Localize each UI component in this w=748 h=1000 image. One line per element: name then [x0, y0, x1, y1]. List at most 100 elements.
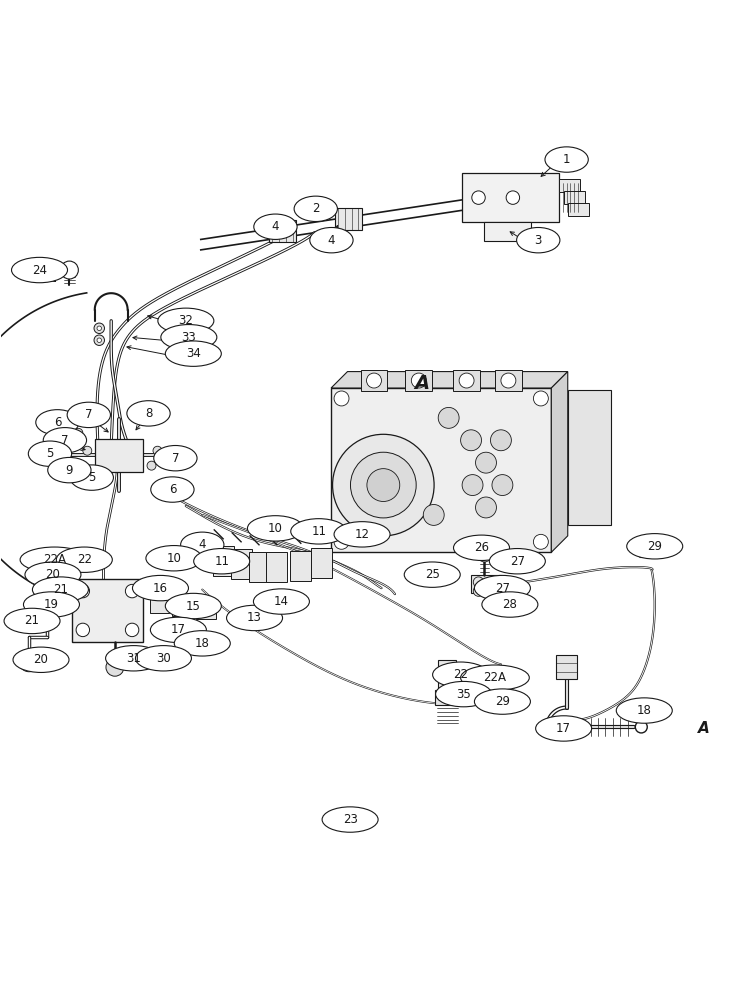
Ellipse shape — [517, 227, 560, 253]
Text: 35: 35 — [456, 688, 471, 701]
FancyBboxPatch shape — [495, 370, 522, 391]
Circle shape — [334, 391, 349, 406]
Text: 7: 7 — [171, 452, 180, 465]
Ellipse shape — [43, 428, 87, 453]
FancyBboxPatch shape — [453, 370, 480, 391]
Text: 5: 5 — [88, 471, 96, 484]
Circle shape — [473, 586, 484, 596]
Ellipse shape — [180, 532, 224, 557]
Polygon shape — [331, 372, 568, 388]
Text: 10: 10 — [167, 552, 181, 565]
Circle shape — [74, 428, 83, 437]
Circle shape — [635, 721, 647, 733]
Ellipse shape — [227, 605, 283, 631]
Ellipse shape — [4, 608, 60, 634]
FancyBboxPatch shape — [335, 208, 362, 230]
Text: 7: 7 — [85, 408, 93, 421]
Ellipse shape — [194, 549, 250, 574]
FancyBboxPatch shape — [462, 173, 560, 222]
Circle shape — [126, 584, 139, 598]
Text: 18: 18 — [194, 637, 209, 650]
Circle shape — [476, 452, 497, 473]
Ellipse shape — [146, 546, 202, 571]
Circle shape — [501, 373, 516, 388]
FancyBboxPatch shape — [435, 690, 459, 705]
Text: 6: 6 — [54, 416, 61, 429]
Text: 5: 5 — [46, 447, 54, 460]
Circle shape — [334, 534, 349, 549]
Circle shape — [491, 430, 512, 451]
Text: 22: 22 — [77, 553, 92, 566]
Ellipse shape — [11, 257, 67, 283]
Ellipse shape — [461, 665, 530, 690]
FancyBboxPatch shape — [361, 370, 387, 391]
Circle shape — [533, 391, 548, 406]
Circle shape — [106, 658, 124, 676]
Text: 22A: 22A — [483, 671, 506, 684]
Text: 22A: 22A — [43, 553, 66, 566]
FancyBboxPatch shape — [212, 546, 233, 576]
FancyBboxPatch shape — [230, 549, 251, 579]
Text: 3: 3 — [535, 234, 542, 247]
Text: A: A — [698, 721, 710, 736]
Text: 8: 8 — [145, 407, 152, 420]
Circle shape — [438, 407, 459, 428]
Ellipse shape — [174, 631, 230, 656]
Text: 27: 27 — [495, 582, 510, 595]
Text: 16: 16 — [153, 582, 168, 595]
Circle shape — [76, 584, 90, 598]
Circle shape — [147, 461, 156, 470]
Text: 22: 22 — [453, 668, 468, 681]
FancyBboxPatch shape — [560, 179, 580, 192]
Ellipse shape — [489, 549, 545, 574]
Circle shape — [97, 326, 102, 331]
Circle shape — [462, 475, 483, 496]
Ellipse shape — [334, 522, 390, 547]
Ellipse shape — [135, 646, 191, 671]
Circle shape — [533, 534, 548, 549]
Ellipse shape — [432, 662, 488, 687]
Circle shape — [478, 549, 491, 562]
Text: 11: 11 — [311, 525, 326, 538]
Text: 28: 28 — [503, 598, 518, 611]
Text: 4: 4 — [328, 234, 335, 247]
Text: 23: 23 — [343, 813, 358, 826]
FancyBboxPatch shape — [248, 552, 269, 582]
Circle shape — [461, 430, 482, 451]
FancyBboxPatch shape — [557, 655, 577, 679]
Text: 25: 25 — [425, 568, 440, 581]
Ellipse shape — [105, 646, 162, 671]
Ellipse shape — [13, 647, 69, 672]
Circle shape — [473, 577, 484, 587]
Text: 7: 7 — [61, 434, 69, 447]
Ellipse shape — [28, 441, 72, 466]
FancyBboxPatch shape — [564, 191, 584, 204]
Text: 12: 12 — [355, 528, 370, 541]
Ellipse shape — [151, 477, 194, 502]
FancyBboxPatch shape — [173, 596, 191, 616]
FancyBboxPatch shape — [311, 548, 332, 578]
Ellipse shape — [25, 562, 81, 587]
Circle shape — [19, 651, 40, 672]
Ellipse shape — [404, 562, 460, 587]
FancyBboxPatch shape — [331, 388, 551, 552]
Ellipse shape — [545, 147, 588, 172]
Text: 34: 34 — [186, 347, 200, 360]
Ellipse shape — [67, 402, 111, 428]
Circle shape — [83, 446, 92, 455]
FancyBboxPatch shape — [568, 390, 611, 525]
Text: 13: 13 — [247, 611, 262, 624]
Circle shape — [351, 452, 416, 518]
Ellipse shape — [291, 519, 347, 544]
Ellipse shape — [127, 401, 171, 426]
Ellipse shape — [161, 325, 217, 350]
Text: 10: 10 — [268, 522, 283, 535]
Circle shape — [476, 497, 497, 518]
Text: 32: 32 — [179, 314, 193, 327]
FancyBboxPatch shape — [73, 579, 143, 642]
Circle shape — [492, 475, 513, 496]
Text: 29: 29 — [495, 695, 510, 708]
Text: 27: 27 — [510, 555, 525, 568]
Ellipse shape — [165, 593, 221, 619]
FancyBboxPatch shape — [290, 551, 311, 581]
